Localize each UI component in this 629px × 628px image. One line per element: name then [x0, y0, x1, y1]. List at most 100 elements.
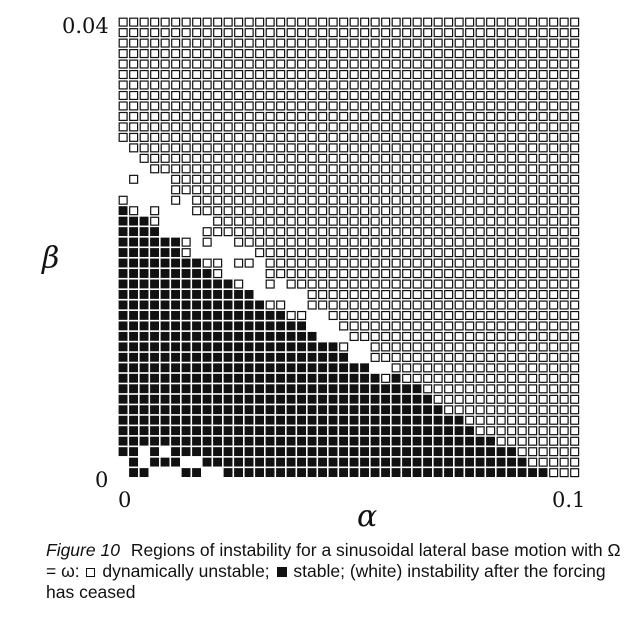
unstable-cell	[507, 111, 517, 121]
unstable-cell	[465, 153, 475, 163]
stable-cell	[213, 373, 222, 383]
stable-cell	[276, 415, 285, 425]
stable-cell	[234, 468, 243, 477]
stable-cell	[349, 447, 359, 457]
unstable-cell	[517, 216, 527, 226]
stable-cell	[223, 310, 233, 320]
unstable-cell	[381, 279, 391, 289]
y-axis-label: β	[41, 241, 59, 276]
stable-cell	[150, 290, 159, 299]
unstable-cell	[517, 415, 527, 425]
stable-cell	[139, 258, 149, 268]
unstable-cell	[307, 300, 317, 310]
unstable-cell	[433, 227, 443, 237]
unstable-cell	[454, 216, 464, 226]
unstable-cell	[517, 80, 527, 90]
figure-label: Figure 10	[46, 540, 120, 560]
unstable-cell	[318, 143, 328, 153]
stable-cell	[192, 384, 201, 394]
unstable-cell	[486, 111, 496, 121]
unstable-cell	[244, 17, 254, 27]
unstable-cell	[570, 248, 580, 258]
stable-cell	[328, 394, 338, 404]
unstable-cell	[139, 69, 149, 80]
stable-cell	[192, 363, 201, 373]
stable-cell	[223, 290, 233, 299]
stable-cell	[517, 468, 527, 477]
unstable-cell	[549, 164, 559, 174]
unstable-cell	[444, 258, 454, 268]
unstable-cell	[559, 405, 569, 415]
unstable-cell	[433, 80, 443, 90]
unstable-cell	[486, 38, 496, 48]
unstable-cell	[181, 17, 191, 27]
stable-cell	[276, 436, 285, 446]
unstable-cell	[538, 153, 548, 163]
stable-cell	[286, 447, 296, 457]
unstable-cell	[528, 143, 538, 153]
stable-cell	[171, 405, 180, 415]
unstable-cell	[307, 290, 317, 300]
stable-cell	[202, 342, 212, 352]
unstable-cell	[507, 342, 517, 352]
stable-cell	[307, 457, 317, 467]
unstable-cell	[244, 80, 254, 90]
unstable-cell	[423, 216, 433, 226]
stable-cell	[150, 331, 159, 341]
stable-cell	[349, 363, 359, 373]
figure-caption: Figure 10 Regions of instability for a s…	[46, 540, 624, 603]
unstable-cell	[549, 69, 559, 80]
unstable-cell	[370, 206, 380, 216]
unstable-cell	[528, 373, 538, 383]
stable-cell	[192, 426, 201, 436]
unstable-cell	[265, 90, 275, 101]
unstable-cell	[538, 185, 548, 195]
unstable-cell	[549, 384, 559, 394]
unstable-cell	[559, 17, 569, 27]
unstable-cell	[412, 227, 422, 237]
stable-cell	[150, 248, 159, 257]
stable-cell	[402, 394, 411, 404]
stable-cell	[391, 415, 401, 425]
unstable-cell	[370, 269, 380, 279]
stable-cell	[265, 331, 275, 341]
stable-cell	[328, 342, 338, 352]
stable-cell	[160, 300, 170, 310]
unstable-cell	[150, 206, 160, 216]
unstable-cell	[255, 237, 265, 247]
unstable-cell	[475, 321, 485, 331]
unstable-cell	[465, 352, 475, 362]
unstable-cell	[496, 132, 506, 142]
unstable-cell	[433, 310, 443, 321]
unstable-cell	[150, 216, 160, 226]
unstable-cell	[559, 363, 569, 373]
stable-cell	[507, 457, 516, 467]
unstable-cell	[339, 195, 349, 205]
unstable-cell	[559, 300, 569, 310]
unstable-cell	[328, 216, 338, 226]
unstable-cell	[381, 321, 391, 331]
unstable-cell	[276, 90, 286, 101]
unstable-cell	[444, 321, 454, 331]
stable-cell	[129, 436, 138, 446]
unstable-cell	[559, 447, 569, 457]
unstable-cell	[307, 49, 317, 59]
unstable-cell	[339, 153, 349, 163]
unstable-cell	[496, 69, 506, 80]
unstable-cell	[433, 269, 443, 279]
unstable-cell	[244, 111, 254, 121]
unstable-cell	[507, 384, 517, 394]
unstable-cell	[444, 111, 454, 121]
stable-cell	[192, 310, 201, 320]
unstable-cell	[328, 90, 338, 101]
unstable-cell	[360, 80, 370, 90]
stable-cell	[423, 415, 432, 425]
unstable-cell	[402, 38, 412, 48]
stable-cell	[129, 227, 138, 237]
unstable-cell	[433, 321, 443, 331]
unstable-cell	[465, 405, 475, 415]
unstable-cell	[286, 248, 296, 258]
unstable-cell	[517, 237, 527, 247]
unstable-cell	[475, 258, 485, 268]
unstable-cell	[297, 279, 307, 289]
